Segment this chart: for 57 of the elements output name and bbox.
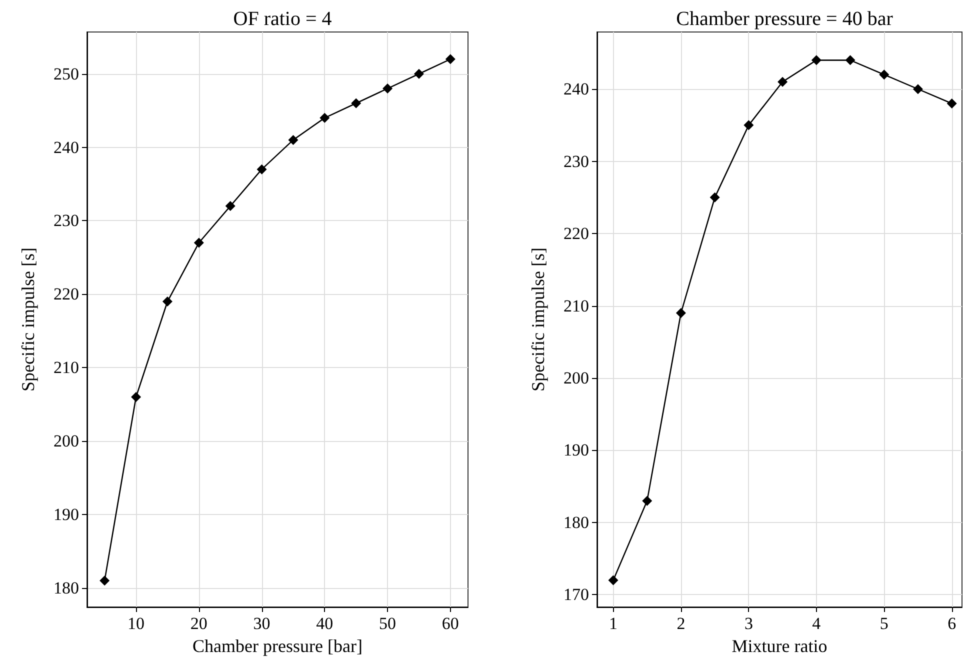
y-tick-label: 220 [54,284,79,304]
x-tick-label: 3 [744,614,753,633]
point [879,70,890,80]
point [744,120,754,130]
point [288,134,298,145]
chart-title: OF ratio = 4 [233,8,332,30]
y-tick-label: 210 [564,296,589,316]
y-tick-label: 210 [54,358,79,378]
x-tick-label: 6 [948,614,956,633]
y-axis-title: Specific impulse [s] [528,248,548,392]
y-tick-label: 200 [54,432,79,451]
point [320,112,330,123]
x-tick-label: 4 [812,614,822,633]
y-axis-title: Specific impulse [s] [18,248,38,392]
x-tick-label: 60 [442,614,459,633]
point [351,98,362,108]
point [414,68,424,79]
x-tick-label: 40 [316,614,334,633]
x-axis-title: Chamber pressure [bar] [192,636,362,656]
point [225,201,236,212]
point [912,84,923,94]
point [194,238,204,248]
point [845,55,856,66]
point [811,55,822,66]
point [256,164,267,174]
x-tick-label: 2 [676,614,686,633]
y-tick-label: 170 [564,585,589,604]
point [162,296,172,307]
y-tick-label: 180 [54,578,79,598]
y-tick-label: 230 [564,152,589,171]
y-tick-label: 190 [564,440,589,460]
point [608,575,618,586]
x-axis-title: Mixture ratio [732,636,828,656]
x-tick-label: 50 [379,614,396,633]
point [100,576,110,586]
point [710,192,720,202]
y-tick-label: 240 [564,80,589,99]
point [778,76,788,87]
y-tick-label: 230 [54,211,79,230]
point [946,98,957,109]
x-tick-label: 5 [880,614,888,633]
point [445,54,456,64]
y-tick-label: 200 [564,368,589,388]
x-tick-label: 20 [190,614,208,633]
x-tick-label: 1 [609,614,618,633]
point [131,392,142,402]
point [642,496,652,506]
y-tick-label: 220 [564,224,589,244]
y-tick-label: 180 [564,512,589,532]
point [382,84,393,94]
y-tick-label: 240 [54,138,79,157]
x-tick-label: 10 [128,614,145,633]
y-tick-label: 250 [54,64,79,84]
x-tick-label: 30 [253,614,270,633]
y-tick-label: 190 [54,504,79,524]
chart-title: Chamber pressure = 40 bar [676,8,894,30]
point [676,308,686,318]
